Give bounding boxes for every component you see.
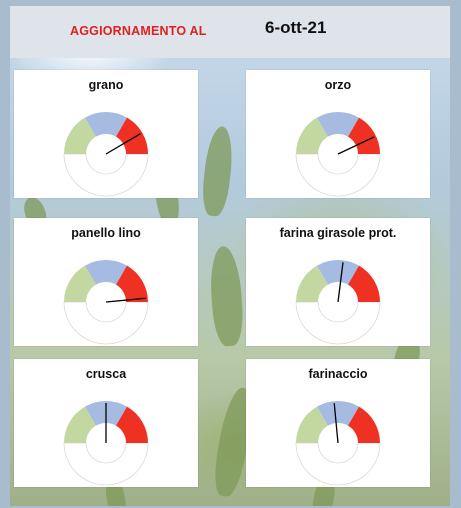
gauge-zone-red	[348, 265, 380, 302]
gauge-card-farina-girasole: farina girasole prot.	[246, 218, 430, 346]
gauge-zone-red	[348, 406, 380, 443]
gauge-zone-red	[116, 406, 148, 443]
gauge-needle	[337, 136, 375, 155]
gauge-chart	[295, 260, 381, 345]
gauge-needle	[105, 297, 146, 303]
gauge-zone-green	[296, 117, 328, 154]
wheat-ear-decoration	[200, 125, 236, 218]
gauge-zone-green	[296, 406, 328, 443]
gauge-chart	[63, 260, 149, 345]
gauge-zone-red	[116, 265, 148, 302]
update-date: 6-ott-21	[265, 18, 327, 37]
gauge-lower-half	[63, 301, 149, 345]
gauge-zone-blue	[317, 260, 359, 285]
gauge-chart	[63, 401, 149, 486]
gauge-chart	[295, 112, 381, 197]
gauge-lower-half	[63, 153, 149, 197]
gauge-zone-blue	[85, 112, 127, 137]
gauge-card-farinaccio: farinaccio	[246, 359, 430, 487]
gauge-card-crusca: crusca	[14, 359, 198, 487]
gauge-zone-blue	[317, 112, 359, 137]
gauge-needle	[333, 403, 339, 444]
gauge-needle	[337, 262, 344, 303]
gauge-zone-green	[296, 265, 328, 302]
update-label: AGGIORNAMENTO AL	[70, 24, 207, 38]
gauge-title: panello lino	[71, 226, 141, 240]
gauge-lower-half	[295, 301, 381, 345]
gauge-card-orzo: orzo	[246, 70, 430, 198]
gauge-title: farinaccio	[308, 367, 368, 381]
gauge-card-panello-lino: panello lino	[14, 218, 198, 346]
gauge-zone-green	[64, 265, 96, 302]
gauge-card-grano: grano	[14, 70, 198, 198]
gauge-zone-red	[116, 117, 148, 154]
gauge-lower-half	[295, 153, 381, 197]
gauge-chart	[63, 112, 149, 197]
gauge-title: orzo	[324, 78, 352, 92]
gauge-chart	[295, 401, 381, 486]
background-photo: AGGIORNAMENTO AL 6-ott-21 grano orzo pan…	[10, 6, 450, 506]
header-banner: AGGIORNAMENTO AL 6-ott-21	[10, 6, 450, 58]
gauge-zone-blue	[317, 401, 359, 426]
gauge-title: farina girasole prot.	[279, 226, 397, 240]
gauge-lower-half	[295, 442, 381, 486]
gauge-title: grano	[88, 78, 124, 92]
gauge-needle	[105, 133, 141, 155]
gauge-zone-blue	[85, 260, 127, 285]
gauge-lower-half	[63, 442, 149, 486]
gauge-zone-green	[64, 406, 96, 443]
wheat-ear-decoration	[208, 245, 245, 348]
gauge-zone-green	[64, 117, 96, 154]
gauge-title: crusca	[85, 367, 127, 381]
